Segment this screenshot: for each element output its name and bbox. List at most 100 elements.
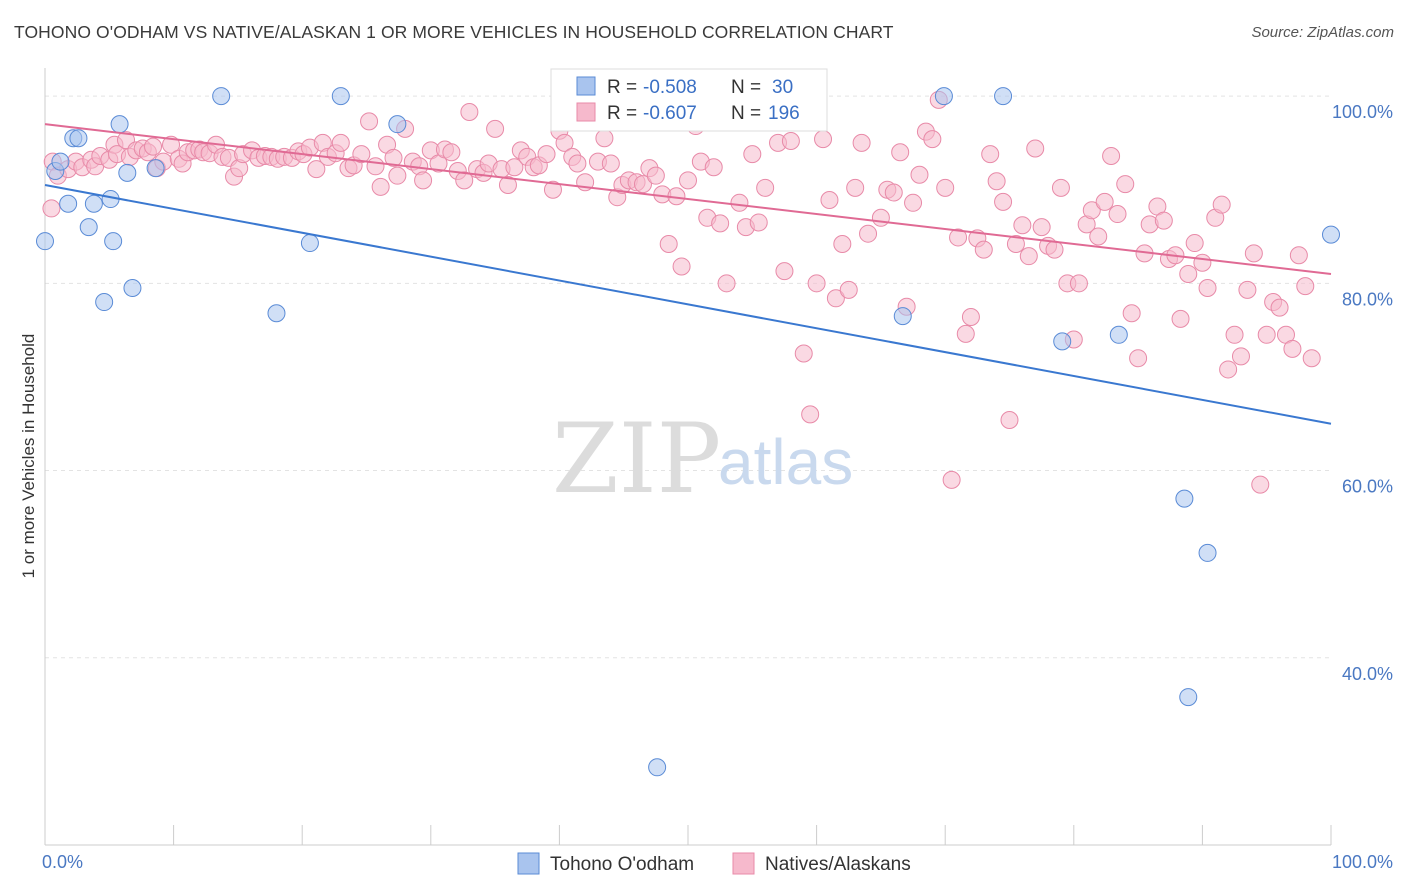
watermark-atlas: atlas bbox=[718, 426, 853, 498]
data-point bbox=[717, 274, 736, 293]
data-point bbox=[1270, 298, 1289, 317]
data-point bbox=[1051, 178, 1070, 197]
data-point bbox=[118, 163, 137, 182]
data-point bbox=[1032, 218, 1051, 237]
data-point bbox=[267, 304, 286, 323]
data-point bbox=[104, 232, 123, 251]
watermark-zip: ZIP bbox=[552, 403, 721, 515]
data-point bbox=[384, 148, 403, 167]
x-ticks bbox=[44, 825, 1332, 845]
data-point bbox=[212, 87, 231, 106]
data-point bbox=[679, 171, 697, 190]
data-point bbox=[1322, 225, 1340, 244]
data-point bbox=[781, 132, 800, 151]
data-point bbox=[704, 158, 723, 177]
data-point bbox=[1013, 216, 1032, 235]
data-point bbox=[936, 178, 955, 197]
data-point bbox=[537, 145, 556, 164]
data-point bbox=[934, 87, 953, 106]
data-point bbox=[1026, 139, 1045, 158]
data-point bbox=[498, 176, 517, 195]
data-point bbox=[1095, 192, 1114, 211]
stats-n-value-1: 30 bbox=[772, 77, 793, 98]
data-point bbox=[1053, 332, 1072, 351]
data-point bbox=[961, 308, 980, 327]
data-point bbox=[893, 307, 912, 326]
data-point bbox=[648, 758, 667, 777]
data-point bbox=[1257, 325, 1276, 344]
data-point bbox=[672, 257, 691, 276]
stats-n-label-1: N = bbox=[731, 77, 761, 98]
x-tick-label-min: 0.0% bbox=[42, 852, 83, 872]
data-point bbox=[1082, 201, 1101, 220]
data-point bbox=[1302, 349, 1321, 368]
data-point bbox=[981, 145, 1000, 164]
data-point bbox=[730, 193, 749, 212]
data-point bbox=[949, 228, 968, 247]
data-point bbox=[891, 143, 910, 162]
data-point bbox=[839, 280, 858, 299]
data-point bbox=[820, 190, 839, 209]
stats-r-label-2: R = bbox=[607, 103, 637, 124]
data-point bbox=[543, 180, 562, 199]
data-point bbox=[994, 87, 1013, 106]
data-point bbox=[974, 240, 993, 259]
data-point bbox=[910, 165, 929, 184]
data-point bbox=[95, 293, 114, 312]
chart-title: TOHONO O'ODHAM VS NATIVE/ALASKAN 1 OR MO… bbox=[14, 22, 894, 42]
data-point bbox=[1175, 489, 1194, 508]
data-point bbox=[1089, 227, 1108, 246]
data-point bbox=[300, 234, 319, 253]
data-point bbox=[1231, 347, 1250, 366]
data-point bbox=[846, 178, 865, 197]
data-point bbox=[1225, 325, 1244, 344]
data-point bbox=[486, 119, 505, 138]
data-point bbox=[388, 115, 407, 134]
data-point bbox=[852, 133, 871, 152]
data-point bbox=[331, 87, 350, 106]
y-tick-label: 80.0% bbox=[1342, 289, 1393, 309]
legend-label-natives: Natives/Alaskans bbox=[765, 854, 911, 875]
data-point bbox=[775, 262, 794, 281]
data-point bbox=[646, 166, 665, 185]
data-point bbox=[826, 289, 845, 308]
data-point bbox=[388, 166, 407, 185]
data-point bbox=[1193, 253, 1212, 272]
data-point bbox=[994, 192, 1013, 211]
data-point bbox=[595, 129, 614, 148]
x-tick-label-max: 100.0% bbox=[1332, 852, 1393, 872]
data-point bbox=[146, 159, 165, 178]
legend-label-tohono: Tohono O'odham bbox=[550, 854, 694, 875]
data-point bbox=[1129, 349, 1148, 368]
data-point bbox=[36, 232, 54, 251]
data-point bbox=[307, 160, 326, 179]
y-tick-label: 100.0% bbox=[1332, 102, 1393, 122]
source-credit: Source: ZipAtlas.com bbox=[1251, 24, 1394, 41]
data-point bbox=[833, 234, 852, 253]
data-point bbox=[1000, 410, 1019, 429]
trend-line-natives bbox=[44, 123, 1332, 275]
data-point bbox=[568, 154, 587, 173]
data-point bbox=[1069, 274, 1088, 293]
data-point bbox=[711, 214, 730, 233]
data-point bbox=[884, 183, 903, 202]
data-point bbox=[69, 129, 88, 148]
data-point bbox=[1198, 278, 1217, 297]
data-point bbox=[1179, 264, 1198, 283]
data-point bbox=[633, 175, 652, 194]
trend-lines bbox=[44, 123, 1332, 425]
data-point bbox=[749, 213, 768, 232]
data-point bbox=[1019, 247, 1038, 266]
data-point bbox=[84, 194, 103, 213]
data-point bbox=[1154, 211, 1173, 230]
stats-r-value-1: -0.508 bbox=[643, 77, 697, 98]
data-point bbox=[1244, 244, 1263, 263]
legend: Tohono O'odham Natives/Alaskans bbox=[517, 852, 911, 875]
data-point bbox=[1251, 475, 1270, 494]
data-point bbox=[1179, 688, 1198, 707]
y-tick-label: 60.0% bbox=[1342, 477, 1393, 497]
data-point bbox=[110, 115, 129, 134]
legend-swatch-tohono bbox=[517, 852, 540, 875]
stats-r-value-2: -0.607 bbox=[643, 103, 697, 124]
